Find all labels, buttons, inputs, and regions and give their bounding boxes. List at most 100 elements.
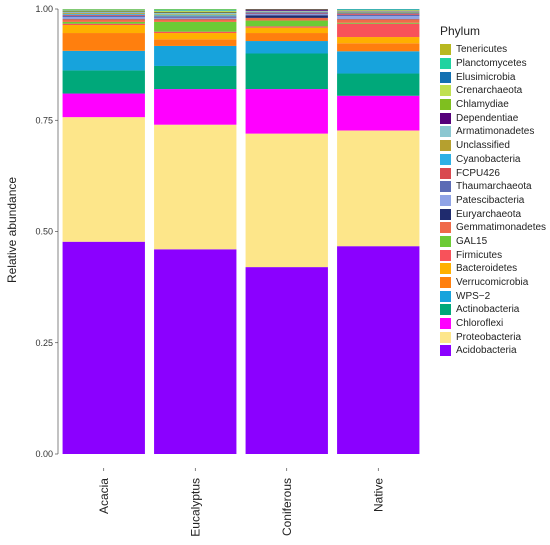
bar-segment-verrucomicrobia-eucalyptus (154, 39, 237, 46)
x-tick-label-acacia: Acacia (97, 478, 111, 514)
bar-segment-thaumarchaeota-coniferous (245, 13, 328, 15)
bars-layer (62, 9, 420, 454)
bar-segment-thaumarchaeota-eucalyptus (154, 17, 237, 18)
legend-swatch (440, 304, 451, 316)
legend-label: FCPU426 (456, 167, 500, 179)
legend-swatch (440, 181, 451, 193)
bar-segment-wps-2-acacia (62, 50, 145, 71)
bar-segment-unclassified-native (337, 11, 420, 13)
legend-item-planctomycetes: Planctomycetes (440, 57, 550, 71)
legend-label: WPS−2 (456, 290, 491, 302)
bar-segment-cyanobacteria-acacia (62, 13, 145, 15)
legend-label: Dependentiae (456, 112, 519, 124)
bar-segment-planctomycetes-eucalyptus (154, 9, 237, 11)
legend-label: GAL15 (456, 235, 488, 247)
legend-item-dependentiae: Dependentiae (440, 111, 550, 125)
bar-segment-dependentiae-coniferous (245, 9, 328, 11)
legend-label: Unclassified (456, 140, 510, 152)
bar-segment-patescibacteria-coniferous (245, 14, 328, 16)
bar-segment-thaumarchaeota-native (337, 14, 420, 17)
bar-segment-proteobacteria-acacia (62, 117, 145, 242)
legend-swatch (440, 222, 451, 234)
bar-segment-patescibacteria-eucalyptus (154, 17, 237, 19)
bar-segment-acidobacteria-coniferous (245, 267, 328, 454)
bar-segment-cyanobacteria-coniferous (245, 11, 328, 13)
legend-swatch (440, 71, 451, 83)
bar-segment-wps-2-coniferous (245, 41, 328, 54)
bar-segment-patescibacteria-acacia (62, 17, 145, 19)
legend-label: Euryarchaeota (456, 208, 522, 220)
bar-segment-acidobacteria-acacia (62, 241, 145, 454)
bar-segment-chloroflexi-eucalyptus (154, 89, 237, 125)
legend-item-tenericutes: Tenericutes (440, 43, 550, 57)
bar-segment-proteobacteria-eucalyptus (154, 124, 237, 250)
legend-swatch (440, 290, 451, 302)
x-tick-label-eucalyptus: Eucalyptus (188, 478, 202, 537)
legend-label: Firmicutes (456, 249, 503, 261)
bar-segment-verrucomicrobia-coniferous (245, 33, 328, 42)
bar-segment-proteobacteria-native (337, 130, 420, 247)
bar-segment-actinobacteria-eucalyptus (154, 65, 237, 90)
legend-item-firmicutes: Firmicutes (440, 248, 550, 262)
bar-segment-fcpu426-acacia (62, 14, 145, 16)
x-tick-label-native: Native (371, 478, 385, 512)
x-axis: Acacia Eucalyptus Coniferous Native (97, 468, 385, 537)
legend-item-proteobacteria: Proteobacteria (440, 330, 550, 344)
bar-segment-fcpu426-coniferous (245, 12, 328, 14)
legend-item-unclassified: Unclassified (440, 139, 550, 153)
legend-label: Tenericutes (456, 44, 508, 56)
legend-swatch (440, 345, 451, 357)
legend-item-elusimicrobia: Elusimicrobia (440, 70, 550, 84)
legend-swatch (440, 318, 451, 330)
legend-swatch (440, 277, 451, 289)
bar-segment-gemmatimonadetes-native (337, 19, 420, 23)
legend-label: Crenarchaeota (456, 85, 523, 97)
legend: Phylum Tenericutes Planctomycetes Elusimic… (440, 24, 550, 358)
bar-segment-proteobacteria-coniferous (245, 133, 328, 268)
y-axis-label: Relative abundance (5, 177, 19, 283)
bar-segment-firmicutes-coniferous (245, 26, 328, 28)
bar-segment-unclassified-acacia (62, 13, 145, 14)
legend-title: Phylum (440, 24, 481, 38)
bar-segment-acidobacteria-eucalyptus (154, 249, 237, 454)
legend-label: Acidobacteria (456, 345, 517, 357)
legend-label: Chloroflexi (456, 318, 504, 330)
y-tick-label: 0.50 (35, 227, 53, 237)
bar-segment-fcpu426-native (337, 13, 420, 15)
x-tick-label-coniferous: Coniferous (280, 478, 294, 536)
bar-segment-firmicutes-acacia (62, 23, 145, 26)
legend-swatch (440, 194, 451, 206)
legend-label: Chlamydiae (456, 99, 509, 111)
bar-segment-gal15-acacia (62, 21, 145, 24)
legend-label: Proteobacteria (456, 331, 522, 343)
bar-segment-cyanobacteria-eucalyptus (154, 15, 237, 17)
bar-segment-verrucomicrobia-native (337, 43, 420, 52)
legend-label: Cyanobacteria (456, 153, 521, 165)
bar-segment-euryarchaeota-coniferous (245, 15, 328, 18)
bar-segment-bacteroidetes-acacia (62, 25, 145, 34)
bar-segment-cyanobacteria-native (337, 12, 420, 14)
bar-segment-chloroflexi-coniferous (245, 89, 328, 134)
legend-label: Patescibacteria (456, 194, 525, 206)
bar-segment-firmicutes-native (337, 23, 420, 38)
legend-label: Bacteroidetes (456, 263, 518, 275)
bar-segment-chloroflexi-acacia (62, 93, 145, 118)
legend-item-acidobacteria: Acidobacteria (440, 344, 550, 358)
legend-item-euryarchaeota: Euryarchaeota (440, 207, 550, 221)
bar-segment-bacteroidetes-native (337, 37, 420, 44)
legend-item-cyanobacteria: Cyanobacteria (440, 153, 550, 167)
bar-segment-gemmatimonadetes-coniferous (245, 17, 328, 21)
legend-label: Actinobacteria (456, 304, 520, 316)
bar-segment-thaumarchaeota-acacia (62, 15, 145, 18)
bar-segment-actinobacteria-acacia (62, 70, 145, 94)
y-tick-label: 0.00 (35, 449, 53, 459)
bar-segment-chloroflexi-native (337, 95, 420, 131)
y-axis: 0.00 0.25 0.50 0.75 1.00 (35, 4, 58, 459)
legend-swatch (440, 263, 451, 275)
y-tick-label: 1.00 (35, 4, 53, 14)
legend-item-patescibacteria: Patescibacteria (440, 194, 550, 208)
y-tick-label: 0.25 (35, 338, 53, 348)
bar-segment-armatimonadetes-eucalyptus (154, 13, 237, 15)
bar-segment-chlamydiae-eucalyptus (154, 11, 237, 13)
